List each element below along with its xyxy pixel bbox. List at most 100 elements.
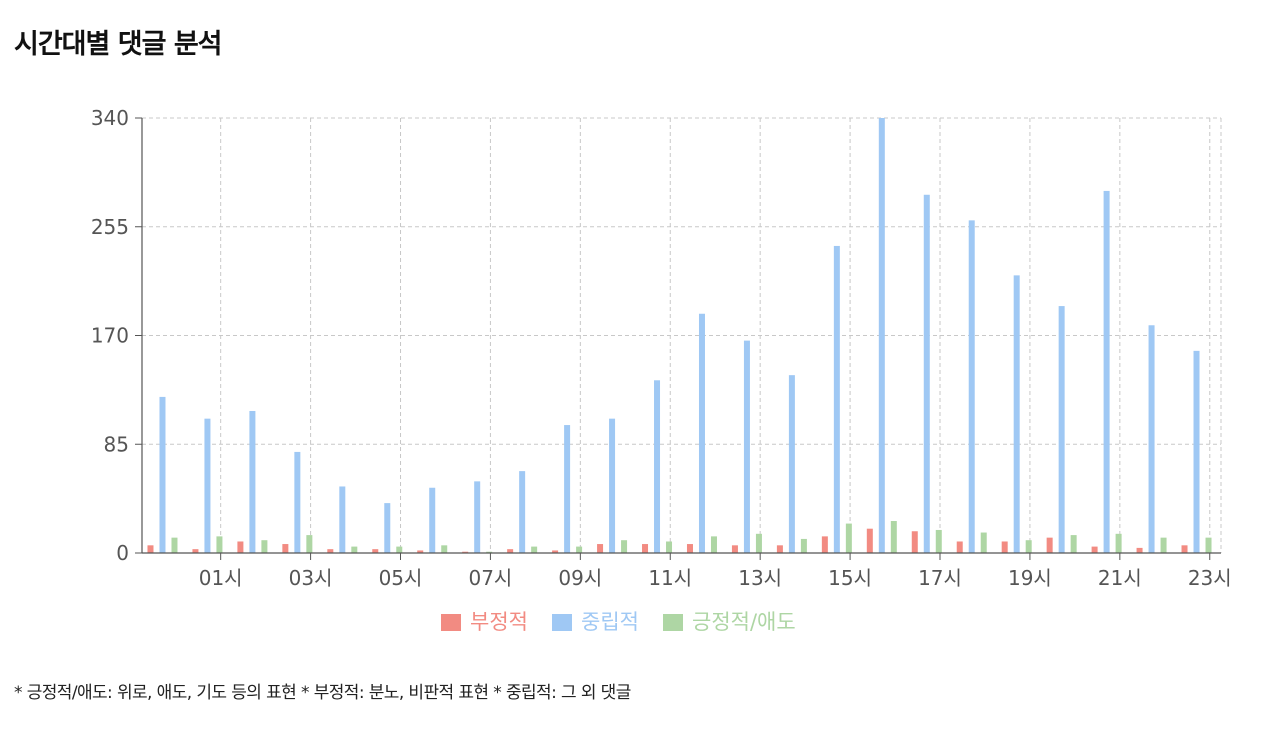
legend-label[interactable]: 중립적 — [581, 610, 639, 634]
bar-positive — [396, 546, 403, 553]
bar-negative — [1136, 547, 1143, 553]
bar-neutral — [698, 313, 705, 553]
bars — [147, 118, 1212, 554]
bar-neutral — [609, 418, 616, 553]
bar-negative — [1181, 545, 1188, 553]
x-tick-label: 15시 — [828, 566, 872, 590]
x-tick-label: 03시 — [289, 566, 333, 590]
bar-negative — [911, 531, 918, 553]
bar-negative — [417, 550, 424, 553]
bar-negative — [282, 544, 289, 553]
bar-neutral — [788, 375, 795, 553]
bar-negative — [956, 541, 963, 553]
y-tick-label: 255 — [91, 215, 129, 239]
bar-neutral — [159, 396, 166, 553]
bar-neutral — [474, 481, 481, 553]
bar-negative — [642, 544, 649, 553]
bar-negative — [1046, 537, 1053, 553]
bar-neutral — [968, 220, 975, 553]
bar-positive — [935, 529, 942, 553]
bar-neutral — [1013, 275, 1020, 553]
bar-positive — [800, 538, 807, 553]
x-tick-label: 11시 — [648, 566, 692, 590]
footnote: * 긍정적/애도: 위로, 애도, 기도 등의 표현 * 부정적: 분노, 비판… — [14, 683, 631, 703]
bar-positive — [1160, 537, 1167, 553]
bar-positive — [621, 540, 628, 553]
bar-neutral — [1148, 325, 1155, 553]
bar-neutral — [384, 503, 391, 553]
bar-positive — [531, 546, 538, 553]
legend-label[interactable]: 부정적 — [470, 610, 528, 634]
bar-neutral — [743, 340, 750, 553]
bar-negative — [1091, 546, 1098, 553]
bar-positive — [1025, 540, 1032, 553]
x-tick-label: 05시 — [379, 566, 423, 590]
bar-neutral — [833, 245, 840, 554]
bar-neutral — [1103, 190, 1110, 554]
y-tick-label: 170 — [91, 324, 129, 348]
x-tick-label: 07시 — [468, 566, 512, 590]
bar-neutral — [339, 486, 346, 553]
x-tick-label: 13시 — [738, 566, 782, 590]
x-tick-label: 19시 — [1008, 566, 1052, 590]
bar-positive — [486, 551, 493, 553]
bar-negative — [462, 551, 469, 553]
bar-neutral — [1193, 350, 1200, 553]
bar-negative — [1001, 541, 1008, 553]
bar-negative — [597, 544, 604, 553]
bar-negative — [237, 541, 244, 553]
x-tick-label: 21시 — [1098, 566, 1142, 590]
legend-swatch[interactable] — [441, 614, 461, 631]
bar-negative — [147, 545, 154, 553]
bar-positive — [351, 546, 358, 553]
bar-neutral — [923, 194, 930, 553]
bar-negative — [372, 549, 379, 553]
legend-label[interactable]: 긍정적/애도 — [692, 610, 796, 634]
bar-negative — [192, 549, 199, 553]
bar-neutral — [654, 380, 661, 553]
bar-neutral — [878, 118, 885, 553]
bar-positive — [1070, 535, 1077, 553]
legend-swatch[interactable] — [552, 614, 572, 631]
x-tick-label: 17시 — [918, 566, 962, 590]
bar-positive — [171, 537, 178, 553]
bar-positive — [755, 533, 762, 553]
bar-neutral — [519, 471, 526, 553]
axes: 0 85 170 255 340 01시 03시 05시 07시 09시 11시 13시 15시 17시 1… — [91, 106, 1232, 590]
legend-swatch[interactable] — [663, 614, 683, 631]
y-tick-label: 0 — [116, 541, 129, 565]
y-tick-label: 85 — [104, 432, 129, 456]
x-tick-label: 09시 — [558, 566, 602, 590]
legend: 부정적 중립적 긍정적/애도 — [441, 610, 796, 634]
bar-positive — [261, 540, 268, 553]
bar-positive — [576, 546, 583, 553]
bar-negative — [552, 550, 559, 553]
bar-negative — [507, 549, 514, 553]
bar-positive — [441, 545, 448, 553]
bar-neutral — [294, 451, 301, 553]
bar-positive — [1115, 533, 1122, 553]
bar-neutral — [1058, 306, 1065, 553]
bar-positive — [710, 536, 717, 553]
bar-positive — [1205, 537, 1212, 553]
bar-negative — [731, 545, 738, 553]
bar-positive — [890, 521, 897, 553]
bar-positive — [980, 532, 987, 553]
bar-neutral — [564, 425, 571, 553]
bar-neutral — [204, 418, 211, 553]
bar-positive — [666, 541, 673, 553]
x-tick-label: 01시 — [199, 566, 243, 590]
bar-negative — [821, 536, 828, 553]
bar-negative — [327, 549, 334, 553]
chart-title: 시간대별 댓글 분석 — [14, 29, 223, 60]
bar-negative — [776, 545, 783, 553]
bar-positive — [845, 523, 852, 553]
bar-positive — [216, 536, 223, 553]
y-tick-label: 340 — [91, 106, 129, 130]
bar-positive — [306, 535, 313, 553]
bar-neutral — [249, 410, 256, 553]
grid — [142, 117, 1222, 553]
x-tick-label: 23시 — [1188, 566, 1232, 590]
bar-negative — [686, 544, 693, 553]
bar-negative — [866, 528, 873, 553]
